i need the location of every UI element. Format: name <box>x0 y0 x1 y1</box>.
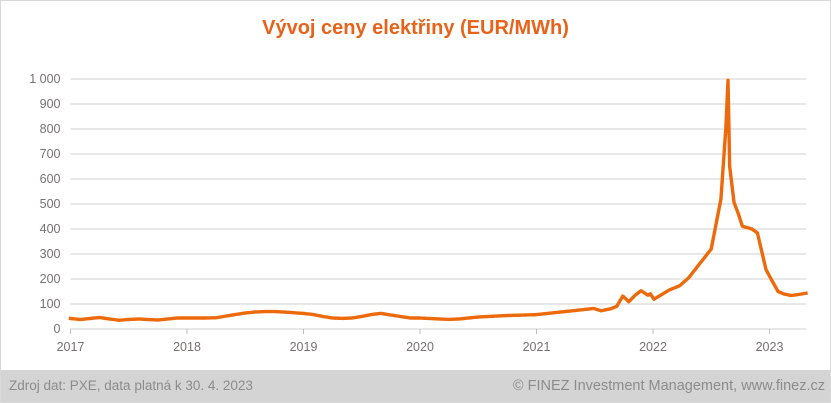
svg-text:400: 400 <box>40 222 61 236</box>
svg-text:2020: 2020 <box>406 340 434 354</box>
svg-text:2022: 2022 <box>639 340 667 354</box>
svg-text:1 000: 1 000 <box>29 72 60 86</box>
svg-text:2023: 2023 <box>756 340 784 354</box>
svg-text:300: 300 <box>40 247 61 261</box>
svg-text:100: 100 <box>40 297 61 311</box>
svg-text:2017: 2017 <box>57 340 85 354</box>
svg-text:600: 600 <box>40 172 61 186</box>
svg-text:200: 200 <box>40 272 61 286</box>
svg-text:2021: 2021 <box>523 340 551 354</box>
svg-text:900: 900 <box>40 97 61 111</box>
svg-text:0: 0 <box>54 322 61 336</box>
svg-text:500: 500 <box>40 197 61 211</box>
svg-text:700: 700 <box>40 147 61 161</box>
svg-text:800: 800 <box>40 122 61 136</box>
svg-text:2018: 2018 <box>173 340 201 354</box>
svg-text:2019: 2019 <box>290 340 318 354</box>
